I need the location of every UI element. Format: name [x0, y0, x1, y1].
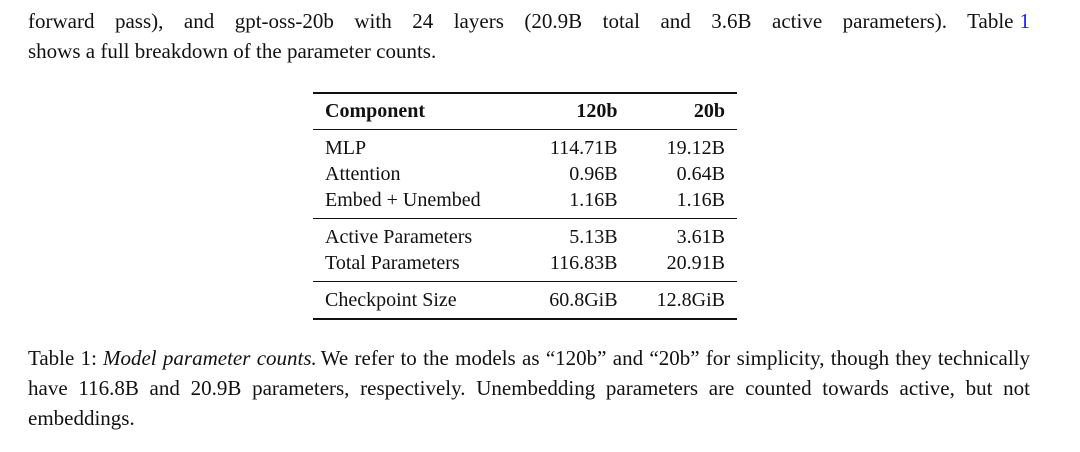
- table-cell: 3.61B: [676, 226, 725, 248]
- row-group: Checkpoint Size 60.8GiB 12.8GiB: [313, 282, 737, 320]
- row-group: MLP 114.71B 19.12B Attention 0.96B 0.64B Embed…: [313, 130, 737, 219]
- header-cell: Component: [325, 100, 426, 122]
- header-cell: 120b: [576, 100, 618, 122]
- table-cell: 19.12B: [666, 137, 725, 159]
- paragraph: forward pass), and gpt-oss-20b with 24 l…: [28, 6, 1030, 66]
- table-cell: Active Parameters: [325, 226, 473, 248]
- table-caption: Table 1: Model parameter counts. We refer …: [28, 343, 1030, 433]
- paragraph-line: forward pass), and gpt-oss-20b with 24 l…: [28, 6, 1030, 36]
- table-row: Checkpoint Size 60.8GiB 12.8GiB: [313, 282, 737, 320]
- table-cell: 114.71B: [549, 137, 618, 159]
- table-cell: 1.16B: [676, 189, 725, 211]
- table-reference[interactable]: 1: [1019, 9, 1031, 33]
- header-row: Component 120b 20b: [313, 93, 737, 130]
- table-row: Total Parameters 116.83B 20.91B: [313, 250, 737, 282]
- caption-label: Table 1:: [28, 346, 97, 370]
- table-cell: 20.91B: [666, 252, 725, 274]
- table-cell: Embed + Unembed: [325, 189, 481, 211]
- table-cell: Checkpoint Size: [325, 289, 457, 311]
- text: forward pass), and gpt-oss-20b with 24 l…: [28, 9, 1014, 33]
- caption-title: Model parameter counts.: [102, 346, 317, 370]
- table-cell: Total Parameters: [325, 252, 460, 274]
- table-row: MLP 114.71B 19.12B: [313, 130, 737, 162]
- table-cell: 12.8GiB: [656, 289, 725, 311]
- table-row: Attention 0.96B 0.64B: [313, 161, 737, 187]
- paragraph-line: shows a full breakdown of the parameter …: [28, 39, 437, 63]
- table-row: Active Parameters 5.13B 3.61B: [313, 219, 737, 251]
- header-cell: 20b: [693, 100, 725, 122]
- table-cell: Attention: [325, 163, 401, 185]
- table-cell: 60.8GiB: [549, 289, 618, 311]
- table-cell: 5.13B: [569, 226, 618, 248]
- table-cell: 116.83B: [549, 252, 618, 274]
- parameter-table: Component 120b 20b MLP 114.71B 19.12B Attenti…: [313, 92, 737, 320]
- table-cell: 0.64B: [676, 163, 725, 185]
- table-row: Embed + Unembed 1.16B 1.16B: [313, 187, 737, 219]
- caption-text: We refer to the models as “120b” and “20…: [28, 346, 1030, 430]
- table-cell: MLP: [325, 137, 367, 159]
- row-group: Active Parameters 5.13B 3.61B Total Paramet…: [313, 219, 737, 282]
- table-cell: 1.16B: [569, 189, 618, 211]
- table-header: Component 120b 20b: [313, 93, 737, 130]
- table-cell: 0.96B: [569, 163, 618, 185]
